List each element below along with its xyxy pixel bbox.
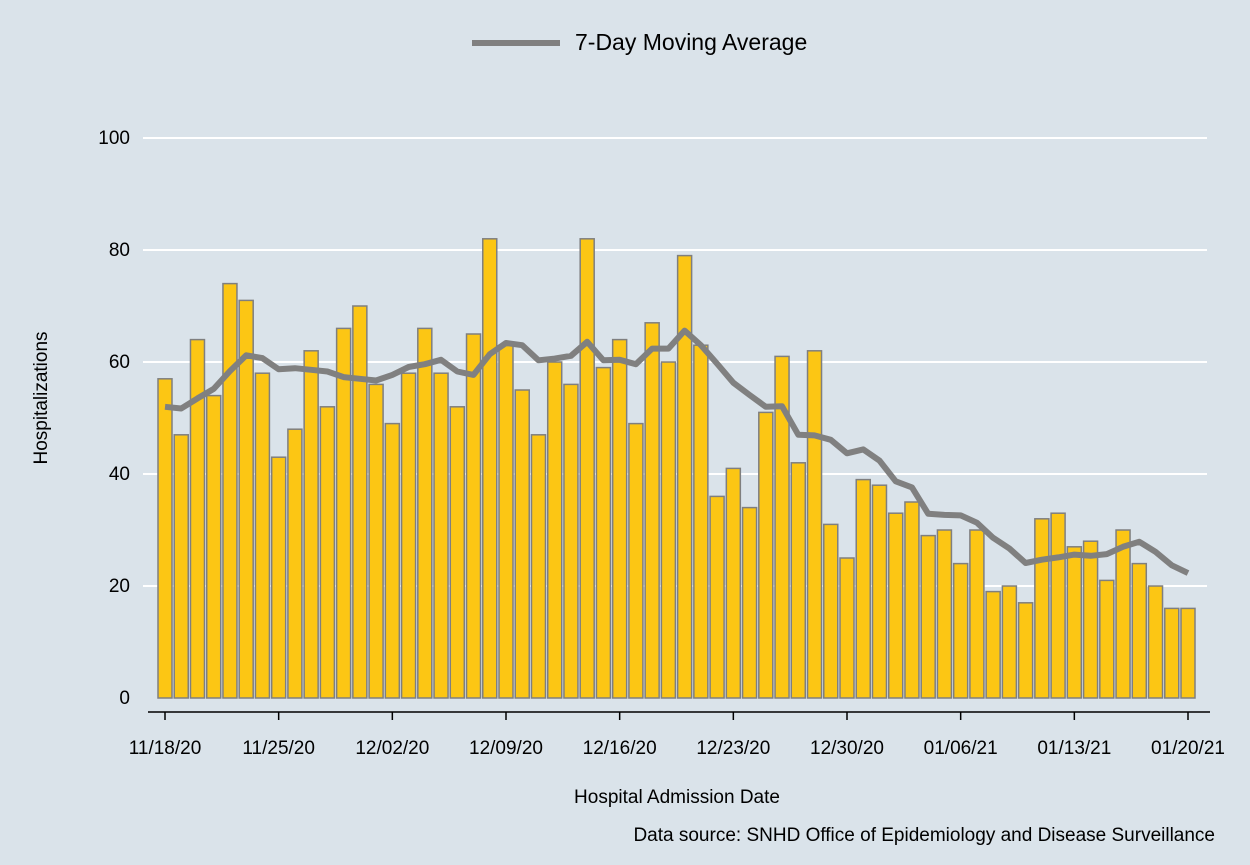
bar (985, 590, 1001, 699)
bar (319, 406, 336, 699)
bar (238, 299, 254, 699)
bar (400, 372, 417, 699)
bar (806, 350, 823, 699)
x-axis-title: Hospital Admission Date (574, 787, 780, 808)
y-tick-label: 20 (109, 576, 130, 597)
bar (611, 338, 628, 699)
bar (741, 506, 758, 699)
bar (1082, 540, 1099, 699)
bar (725, 467, 742, 699)
bar (498, 344, 514, 699)
bar (628, 422, 644, 699)
x-tick-label: 01/13/21 (1037, 738, 1111, 759)
y-tick-label: 0 (119, 688, 130, 709)
bar (887, 512, 904, 699)
bar (936, 529, 953, 699)
legend-label: 7-Day Moving Average (575, 29, 807, 55)
bar (660, 361, 677, 699)
bar (530, 434, 547, 699)
x-tick-label: 12/30/20 (810, 738, 884, 759)
bar (368, 383, 384, 699)
x-tick-label: 11/25/20 (242, 738, 315, 759)
bar (579, 238, 595, 699)
bar (384, 422, 401, 699)
bar (823, 523, 839, 699)
bar (465, 333, 482, 699)
x-tick-label: 01/06/21 (924, 738, 998, 759)
y-tick-label: 40 (109, 464, 130, 485)
bar (644, 322, 660, 699)
x-tick-label: 01/20/21 (1151, 738, 1225, 759)
bar (1034, 518, 1050, 699)
bar (303, 350, 319, 699)
bar (774, 355, 790, 699)
source-note: Data source: SNHD Office of Epidemiology… (633, 825, 1215, 846)
bar (709, 495, 725, 699)
bar (1001, 585, 1018, 699)
x-tick-label: 12/09/20 (469, 738, 543, 759)
bar (952, 562, 969, 699)
bar (449, 406, 466, 699)
bar (514, 389, 530, 699)
bar (1147, 585, 1164, 699)
bar (1099, 579, 1115, 699)
y-tick-label: 60 (109, 352, 130, 373)
bar (1131, 562, 1148, 699)
y-axis-title: Hospitalizations (31, 331, 52, 464)
x-tick-label: 11/18/20 (129, 738, 202, 759)
bar (693, 344, 709, 699)
bar (871, 484, 888, 699)
bar (433, 372, 449, 699)
bar (417, 327, 433, 699)
bar (352, 305, 368, 699)
bar (1164, 607, 1180, 699)
bar (563, 383, 579, 699)
x-tick-label: 12/02/20 (355, 738, 429, 759)
moving-average-line (164, 327, 1190, 576)
x-tick-label: 12/23/20 (696, 738, 770, 759)
bar (855, 478, 871, 699)
bar (1180, 607, 1196, 699)
bar (839, 557, 855, 699)
x-tick-label: 12/16/20 (583, 738, 657, 759)
bar (205, 394, 222, 699)
bar (676, 254, 693, 699)
bar (969, 529, 985, 699)
bar (1115, 529, 1131, 699)
bar (173, 434, 189, 699)
bar (920, 534, 936, 699)
y-tick-label: 100 (98, 128, 130, 149)
bar (758, 411, 774, 699)
bar (189, 338, 206, 699)
bar (335, 327, 352, 699)
bar (1017, 602, 1034, 699)
bar (790, 462, 807, 699)
bar (482, 238, 498, 699)
bar (157, 378, 173, 699)
y-tick-label: 80 (109, 240, 130, 261)
bar (287, 428, 303, 699)
bar (595, 366, 612, 699)
bar (222, 282, 238, 699)
bar (1066, 546, 1083, 699)
bar (270, 456, 287, 699)
bar (1050, 512, 1066, 699)
bar (254, 372, 271, 699)
bar (546, 361, 563, 699)
bar (904, 501, 920, 699)
